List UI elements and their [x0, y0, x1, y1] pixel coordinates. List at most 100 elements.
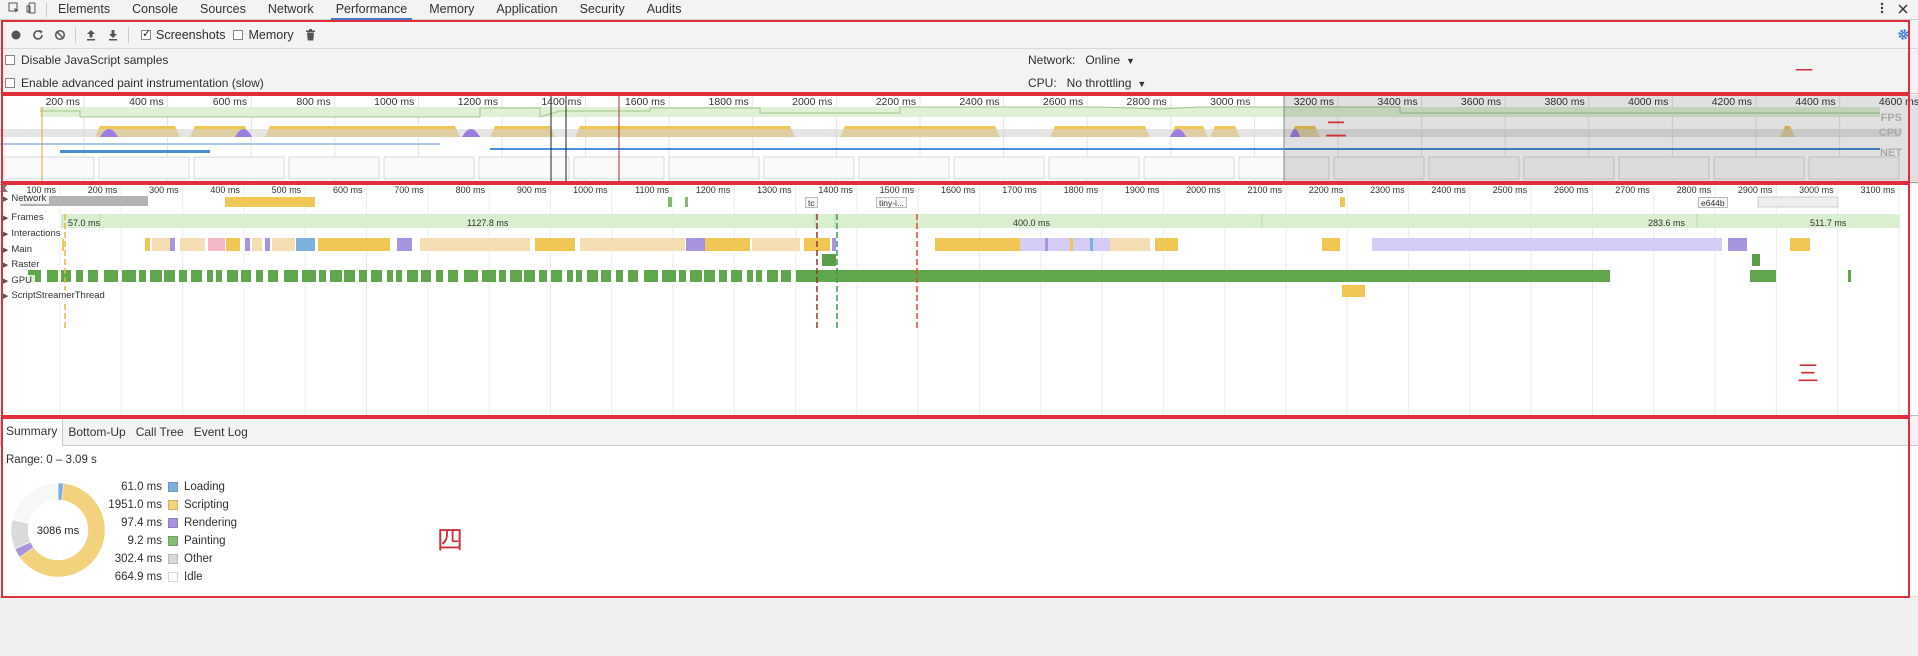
screenshot-thumbnail [1618, 156, 1710, 180]
close-devtools-icon[interactable] [1898, 3, 1908, 17]
details-tab-summary[interactable]: Summary [0, 417, 64, 446]
capture-settings-button[interactable] [1892, 24, 1914, 46]
expand-triangle-icon[interactable]: ▶ [3, 246, 9, 254]
tab-network[interactable]: Network [267, 2, 314, 16]
gpu-task [61, 270, 71, 282]
tab-audits[interactable]: Audits [646, 2, 682, 16]
gpu-task [796, 270, 803, 282]
summary-category: Loading [184, 481, 225, 493]
expand-triangle-icon[interactable]: ▶ [3, 261, 9, 269]
summary-category: Painting [184, 535, 226, 547]
details-tab-event-log[interactable]: Event Log [193, 424, 248, 439]
inspect-element-icon[interactable] [8, 2, 20, 17]
network-throttle: Network: Online ▼ [1028, 53, 1135, 67]
tab-console[interactable]: Console [132, 2, 178, 16]
overview-tick-label: 4200 ms [1712, 96, 1752, 108]
trash-icon [306, 28, 316, 40]
main-thread-task [832, 238, 836, 251]
record-button[interactable] [5, 24, 27, 46]
gpu-task [644, 270, 658, 282]
gpu-task [284, 270, 298, 282]
cpu-throttle-select[interactable]: No throttling ▼ [1067, 76, 1147, 90]
checkbox-icon [5, 55, 15, 65]
timeline-overview[interactable]: 200 ms 400 ms 600 ms 800 ms 1000 ms 1200 ms 14… [0, 95, 1918, 183]
reload-record-button[interactable] [27, 24, 49, 46]
advanced-paint-option[interactable]: Enable advanced paint instrumentation (s… [5, 76, 264, 90]
network-request[interactable]: e644b [1698, 197, 1728, 208]
expand-triangle-icon[interactable]: ▶ [3, 230, 9, 238]
gpu-task [662, 270, 676, 282]
network-request[interactable]: tc [805, 197, 818, 208]
expand-triangle-icon[interactable]: ▶ [3, 277, 9, 285]
track-name: ScriptStreamerThread [11, 290, 105, 301]
scroll-down-icon[interactable] [0, 184, 8, 190]
screenshots-checkbox[interactable]: Screenshots [141, 27, 225, 42]
tab-elements[interactable]: Elements [58, 2, 111, 16]
flame-tick-label: 100 ms [26, 185, 56, 195]
overview-tick-label: 3600 ms [1461, 96, 1501, 108]
expand-triangle-icon[interactable]: ▶ [3, 195, 9, 203]
screenshot-thumbnail [1048, 156, 1140, 180]
main-thread-task [535, 238, 575, 251]
flame-chart[interactable]: 100 ms 200 ms 300 ms 400 ms 500 ms 600 ms 700 … [0, 184, 1918, 416]
frame-duration: 283.6 ms [1648, 218, 1686, 228]
summary-category: Rendering [184, 517, 238, 529]
pie-slice-idle [11, 482, 59, 524]
gpu-task [756, 270, 762, 282]
track-network[interactable]: ▶ Network [3, 193, 50, 204]
load-profile-button[interactable] [80, 24, 102, 46]
gpu-task [330, 270, 342, 282]
gpu-task [150, 270, 162, 282]
track-interactions[interactable]: ▶ Interactions [3, 228, 64, 239]
flame-tick-label: 2800 ms [1677, 185, 1712, 195]
disable-js-samples-option[interactable]: Disable JavaScript samples [5, 53, 168, 67]
main-thread-task [420, 238, 530, 251]
details-tab-bottom-up[interactable]: Bottom-Up [68, 424, 126, 439]
tab-application[interactable]: Application [496, 2, 558, 16]
save-profile-button[interactable] [102, 24, 124, 46]
details-tab-call-tree[interactable]: Call Tree [135, 424, 184, 439]
expand-triangle-icon[interactable]: ▶ [3, 214, 9, 222]
raster-task [1752, 254, 1760, 266]
overview-tick-label: 4400 ms [1795, 96, 1835, 108]
network-request[interactable]: tiny-i... [876, 197, 908, 208]
devtools-left-icons [0, 2, 47, 17]
reload-icon [33, 29, 43, 40]
tab-security[interactable]: Security [579, 2, 625, 16]
more-options-icon[interactable] [1880, 2, 1884, 17]
main-thread-task [1070, 238, 1073, 251]
expand-triangle-icon[interactable]: ▶ [3, 292, 9, 300]
gpu-task [567, 270, 573, 282]
fps-band [40, 107, 1880, 117]
tab-performance[interactable]: Performance [325, 0, 419, 20]
network-throttle-select[interactable]: Online ▼ [1085, 53, 1135, 67]
track-main[interactable]: ▶ Main [3, 244, 35, 255]
track-scriptstreamerthread[interactable]: ▶ ScriptStreamerThread [3, 290, 108, 301]
summary-value: 664.9 ms [114, 571, 162, 583]
summary-pie-chart: 3086 ms [10, 482, 106, 578]
overview-tick-label: 1800 ms [709, 96, 749, 108]
net-bar [0, 143, 440, 145]
device-toolbar-icon[interactable] [26, 2, 38, 17]
gpu-task [302, 270, 316, 282]
track-raster[interactable]: ▶ Raster [3, 259, 43, 270]
chevron-down-icon: ▼ [1137, 79, 1147, 89]
gpu-task [690, 270, 702, 282]
flame-tick-label: 1000 ms [573, 185, 608, 195]
overview-tick-label: 1600 ms [625, 96, 665, 108]
clear-button[interactable] [49, 24, 71, 46]
tab-sources[interactable]: Sources [199, 2, 246, 16]
track-frames[interactable]: ▶ Frames [3, 212, 47, 223]
memory-checkbox[interactable]: Memory [233, 28, 294, 42]
network-request-bar [668, 197, 672, 207]
tab-memory[interactable]: Memory [429, 2, 475, 16]
collect-garbage-button[interactable] [300, 24, 322, 46]
screenshot-thumbnail [3, 156, 95, 180]
net-bar [490, 148, 1880, 150]
net-label: NET [1880, 147, 1902, 159]
gpu-task [767, 270, 778, 282]
main-thread-task [752, 238, 800, 251]
summary-row: 9.2 ms Painting [94, 532, 237, 550]
disable-js-samples-label: Disable JavaScript samples [21, 53, 169, 67]
track-gpu[interactable]: ▶ GPU [3, 275, 35, 286]
